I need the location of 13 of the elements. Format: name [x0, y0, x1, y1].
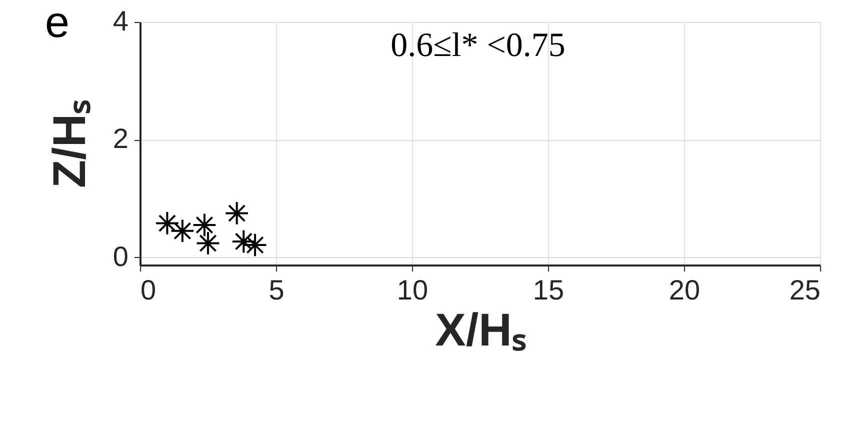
- x-tick-label: 25: [789, 274, 820, 306]
- y-tick-label: 2: [112, 123, 128, 154]
- x-tick-label: 5: [268, 274, 284, 306]
- x-tick-label: 10: [396, 274, 428, 306]
- x-tick-label: 15: [532, 274, 564, 306]
- x-tick-label: 20: [668, 274, 700, 306]
- y-tick-label: 4: [112, 6, 128, 36]
- y-axis-title: Z/Hₛ: [42, 100, 95, 188]
- y-tick-label: 0: [112, 240, 128, 272]
- x-axis-title: X/Hₛ: [435, 304, 526, 356]
- x-tick-label: 0: [140, 274, 156, 306]
- text: e: [45, 0, 70, 47]
- annotation: 0.6≤l* <0.75: [390, 27, 566, 64]
